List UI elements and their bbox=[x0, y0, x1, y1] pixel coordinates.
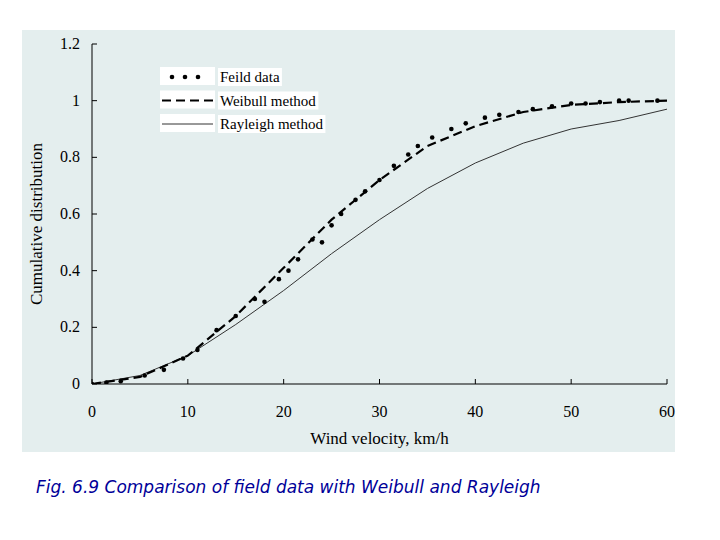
legend-label: Feild data bbox=[220, 69, 280, 85]
y-tick-label: 0.8 bbox=[60, 148, 80, 165]
field-data-point bbox=[617, 98, 622, 103]
field-data-point bbox=[104, 380, 109, 384]
series-line bbox=[92, 101, 667, 384]
field-data-point bbox=[92, 382, 94, 384]
field-data-point bbox=[253, 297, 258, 302]
x-tick bbox=[379, 379, 380, 384]
field-data-point bbox=[377, 178, 382, 183]
field-data-point bbox=[233, 314, 238, 319]
y-tick-label: 0 bbox=[72, 375, 80, 392]
field-data-point bbox=[655, 98, 660, 103]
x-tick-label: 10 bbox=[180, 403, 196, 420]
field-data-point bbox=[550, 104, 555, 109]
field-data-point bbox=[583, 101, 588, 106]
field-data-point bbox=[310, 237, 315, 242]
field-data-point bbox=[531, 107, 536, 112]
caption: Fig. 6.9 Comparison of field data with W… bbox=[36, 477, 541, 497]
y-tick-label: 0.4 bbox=[60, 262, 80, 279]
x-tick-label: 20 bbox=[276, 403, 292, 420]
x-tick bbox=[283, 379, 284, 384]
legend-marker bbox=[170, 75, 175, 80]
legend-label: Rayleigh method bbox=[220, 116, 323, 132]
field-data-point bbox=[277, 277, 282, 282]
field-data-point bbox=[598, 100, 603, 105]
field-data-point bbox=[320, 240, 325, 245]
legend-swatch-bg bbox=[160, 67, 215, 85]
x-tick-label: 50 bbox=[563, 403, 579, 420]
field-data-point bbox=[363, 189, 368, 194]
x-tick bbox=[187, 379, 188, 384]
field-data-point bbox=[569, 101, 574, 106]
y-tick-label: 1 bbox=[72, 92, 80, 109]
field-data-point bbox=[162, 368, 167, 373]
x-tick bbox=[475, 379, 476, 384]
figure-panel bbox=[22, 30, 675, 452]
x-tick-label: 60 bbox=[659, 403, 675, 420]
x-tick-label: 30 bbox=[372, 403, 388, 420]
field-data-point bbox=[483, 115, 488, 120]
field-data-point bbox=[406, 152, 411, 157]
field-data-point bbox=[449, 127, 454, 132]
legend-swatch-bg bbox=[160, 114, 215, 132]
y-tick bbox=[92, 157, 97, 158]
x-tick-label: 40 bbox=[467, 403, 483, 420]
legend-marker bbox=[196, 75, 201, 80]
field-data-point bbox=[329, 223, 334, 228]
x-axis-label: Wind velocity, km/h bbox=[310, 429, 449, 448]
field-data-point bbox=[392, 164, 397, 169]
field-data-point bbox=[195, 348, 200, 353]
legend-marker bbox=[183, 75, 188, 80]
y-tick bbox=[92, 214, 97, 215]
plot-data bbox=[92, 98, 667, 384]
y-tick bbox=[92, 100, 97, 101]
y-tick bbox=[92, 44, 97, 45]
legend-label-bg bbox=[218, 92, 318, 110]
legend-label: Weibull method bbox=[220, 93, 316, 109]
field-data-point bbox=[142, 373, 147, 378]
field-data-point bbox=[296, 257, 301, 262]
field-data-point bbox=[626, 98, 631, 103]
y-tick bbox=[92, 327, 97, 328]
y-tick bbox=[92, 270, 97, 271]
legend-line bbox=[162, 99, 213, 101]
field-data-point bbox=[430, 135, 435, 140]
chart: 0 0.2 0.4 0.6 0.8 1 1.2 0 10 20 30 40 50 60 Wind veloc… bbox=[0, 0, 720, 540]
field-data-point bbox=[181, 356, 186, 361]
field-data-point bbox=[353, 198, 358, 203]
x-tick bbox=[667, 379, 668, 384]
field-data-point bbox=[214, 328, 219, 333]
legend-label-bg bbox=[218, 68, 282, 86]
y-tick-label: 0.6 bbox=[60, 205, 80, 222]
x-tick bbox=[571, 379, 572, 384]
y-tick-label: 1.2 bbox=[60, 35, 80, 52]
field-data-point bbox=[262, 300, 267, 305]
field-data-point bbox=[118, 379, 123, 384]
y-axis-label: Cumulative distribution bbox=[27, 143, 46, 305]
legend-swatch-bg bbox=[160, 91, 215, 109]
field-data-point bbox=[339, 212, 344, 217]
legend-label-bg bbox=[218, 115, 325, 133]
legend-line bbox=[162, 124, 213, 125]
series-line bbox=[92, 109, 667, 384]
field-data-point bbox=[416, 144, 421, 149]
x-tick-label: 0 bbox=[88, 403, 96, 420]
field-data-point bbox=[516, 110, 521, 115]
field-data-point bbox=[463, 121, 468, 126]
field-data-point bbox=[286, 268, 291, 273]
field-data-point bbox=[497, 113, 502, 118]
y-tick-label: 0.2 bbox=[60, 318, 80, 335]
